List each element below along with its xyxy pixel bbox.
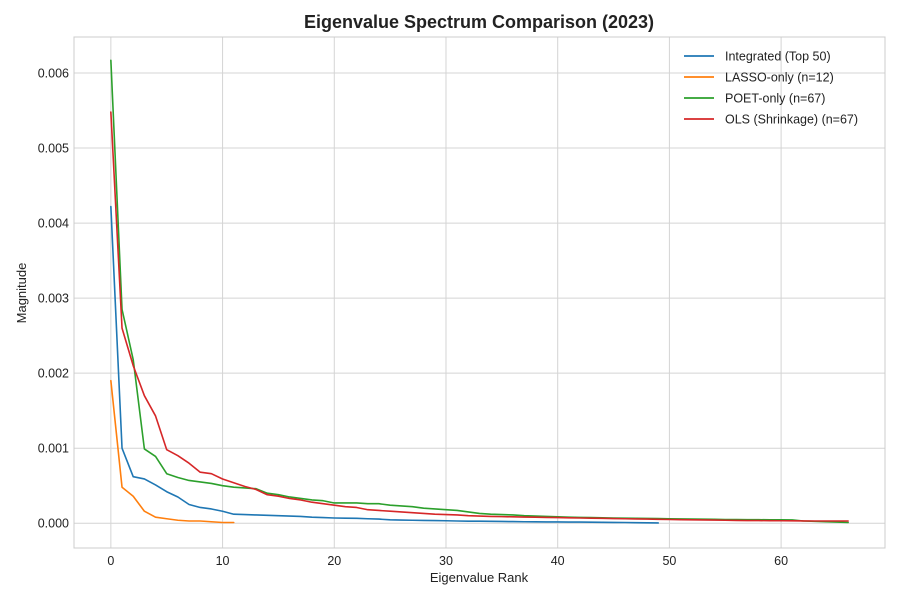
legend-label-1: LASSO-only (n=12) bbox=[725, 71, 834, 85]
legend-label-0: Integrated (Top 50) bbox=[725, 50, 831, 64]
legend-label-2: POET-only (n=67) bbox=[725, 92, 825, 106]
grid bbox=[74, 37, 885, 548]
y-tick-label: 0.006 bbox=[38, 67, 69, 81]
series-line-3 bbox=[110, 111, 849, 522]
x-tick-label: 10 bbox=[216, 554, 230, 568]
legend-label-3: OLS (Shrinkage) (n=67) bbox=[725, 113, 858, 127]
x-tick-label: 0 bbox=[107, 554, 114, 568]
y-tick-label: 0.004 bbox=[38, 217, 69, 231]
y-tick-label: 0.003 bbox=[38, 292, 69, 306]
y-tick-label: 0.002 bbox=[38, 367, 69, 381]
chart-title: Eigenvalue Spectrum Comparison (2023) bbox=[304, 12, 654, 32]
x-tick-label: 60 bbox=[774, 554, 788, 568]
y-axis-label: Magnitude bbox=[14, 263, 29, 324]
x-tick-label: 40 bbox=[551, 554, 565, 568]
x-tick-label: 20 bbox=[327, 554, 341, 568]
plot-frame bbox=[73, 36, 886, 549]
legend: Integrated (Top 50) LASSO-only (n=12) POET… bbox=[684, 50, 858, 127]
series-line-1 bbox=[110, 379, 235, 524]
ticks: 0 10 20 30 40 50 60 0.000 0.001 0.002 0.003 0.004 0.… bbox=[38, 67, 788, 568]
y-tick-label: 0.000 bbox=[38, 517, 69, 531]
y-tick-label: 0.001 bbox=[38, 442, 69, 456]
x-axis-label: Eigenvalue Rank bbox=[430, 570, 529, 585]
x-tick-label: 50 bbox=[662, 554, 676, 568]
series-layer bbox=[110, 59, 849, 524]
series-line-0 bbox=[110, 205, 660, 524]
y-tick-label: 0.005 bbox=[38, 142, 69, 156]
x-tick-label: 30 bbox=[439, 554, 453, 568]
